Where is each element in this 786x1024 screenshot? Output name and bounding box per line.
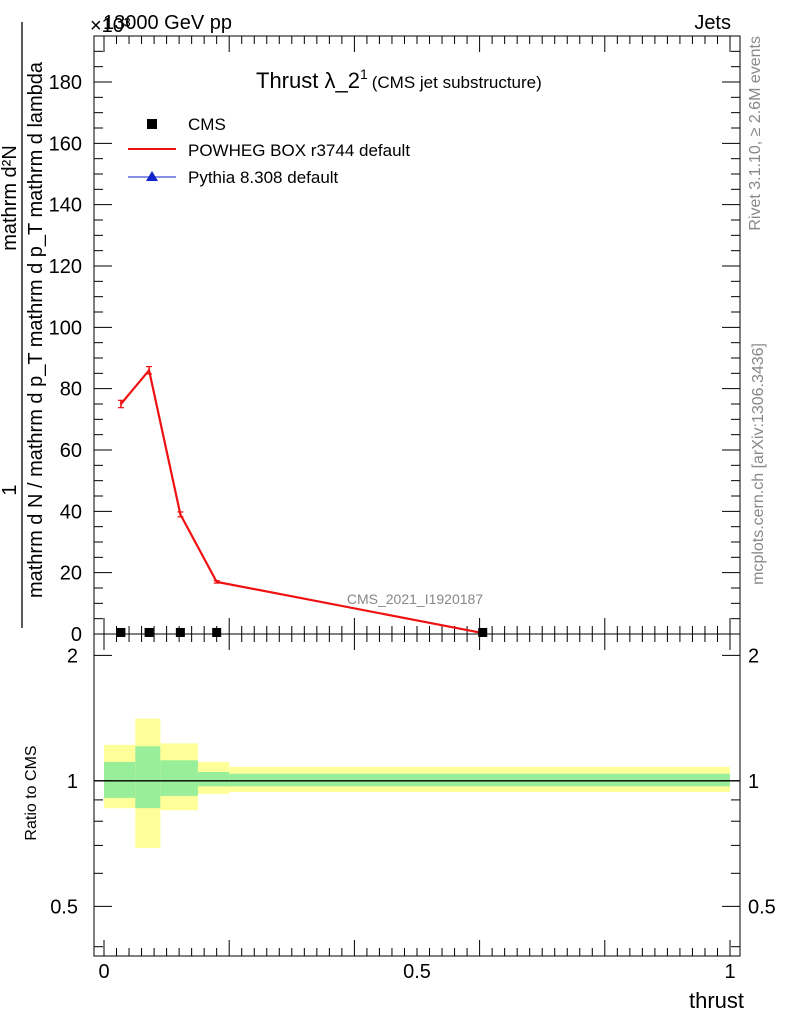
y-tick-label: 140 (49, 195, 82, 217)
ratio-inner-band (197, 771, 230, 787)
y-tick-label: 100 (49, 317, 82, 339)
y-tick-label: 160 (49, 133, 82, 155)
ratio-y-tick-label-right: 0.5 (748, 896, 776, 918)
plot-subtitle: (CMS jet substructure) (372, 73, 542, 92)
plot-title-superscript: 1 (360, 66, 368, 82)
process-label: Jets (694, 12, 731, 34)
y-tick-label: 120 (49, 256, 82, 278)
rivet-label: Rivet 3.1.10, ≥ 2.6M events (747, 36, 764, 231)
energy-label: 13000 GeV pp (103, 12, 232, 34)
ylabel-numerator: 1 (0, 484, 21, 495)
x-tick-label: 1 (724, 961, 735, 983)
x-axis-label: thrust (689, 988, 744, 1013)
ratio-inner-band (229, 773, 730, 787)
ratio-inner-band (104, 761, 136, 798)
x-tick-label: 0.5 (403, 961, 431, 983)
ylabel-denominator: mathrm d N / mathrm d p_T mathrm d p_T m… (25, 61, 47, 598)
cms-data-point (478, 627, 488, 637)
ratio-y-tick-label-right: 2 (748, 645, 759, 667)
ratio-y-ticks: 0.5 0.5 1 1 2 2 (50, 645, 776, 948)
ratio-x-ticks: 0 0.5 1 (98, 634, 736, 983)
ratio-inner-band (160, 760, 198, 796)
ratio-y-tick-label-left: 0.5 (50, 896, 78, 918)
plot-title: Thrust λ_21 (CMS jet substructure) (256, 66, 542, 93)
exponent-label: ×10³ (90, 15, 131, 37)
legend: CMS POWHEG BOX r3744 default Pythia 8.30… (128, 115, 410, 187)
y-tick-label: 0 (71, 624, 82, 646)
legend-pythia-marker (146, 171, 158, 181)
ratio-ylabel: Ratio to CMS (23, 745, 40, 840)
main-y-ticks: 0 20 40 60 80 100 120 140 160 180 (49, 35, 740, 646)
y-tick-label: 20 (60, 563, 82, 585)
ratio-y-tick-label-left: 2 (67, 645, 78, 667)
x-tick-label: 0 (98, 961, 109, 983)
legend-pythia-label: Pythia 8.308 default (188, 168, 339, 187)
y-tick-label: 60 (60, 440, 82, 462)
cms-data-point (212, 627, 222, 637)
ratio-y-tick-label-right: 1 (748, 771, 759, 793)
main-ylabel: 1 mathrm d²N mathrm d N / mathrm d p_T m… (0, 22, 47, 628)
plot-title-main: Thrust λ_2 (256, 68, 360, 93)
main-series (116, 365, 488, 637)
main-x-ticks (103, 36, 731, 634)
ratio-y-tick-label-left: 1 (67, 771, 78, 793)
ratio-inner-band (135, 746, 161, 809)
y-tick-label: 40 (60, 501, 82, 523)
mcplots-label: mcplots.cern.ch [arXiv:1306.3436] (750, 343, 767, 585)
legend-cms-marker (147, 119, 157, 129)
ratio-bands (104, 718, 730, 848)
ylabel-top: mathrm d²N (0, 145, 21, 251)
y-tick-label: 80 (60, 379, 82, 401)
legend-powheg-label: POWHEG BOX r3744 default (188, 141, 410, 160)
cms-data-point (144, 627, 154, 637)
y-tick-label: 180 (49, 72, 82, 94)
cms-data-point (116, 627, 126, 637)
cms-data-point (175, 627, 185, 637)
legend-cms-label: CMS (188, 115, 226, 134)
analysis-watermark: CMS_2021_I1920187 (347, 591, 483, 607)
